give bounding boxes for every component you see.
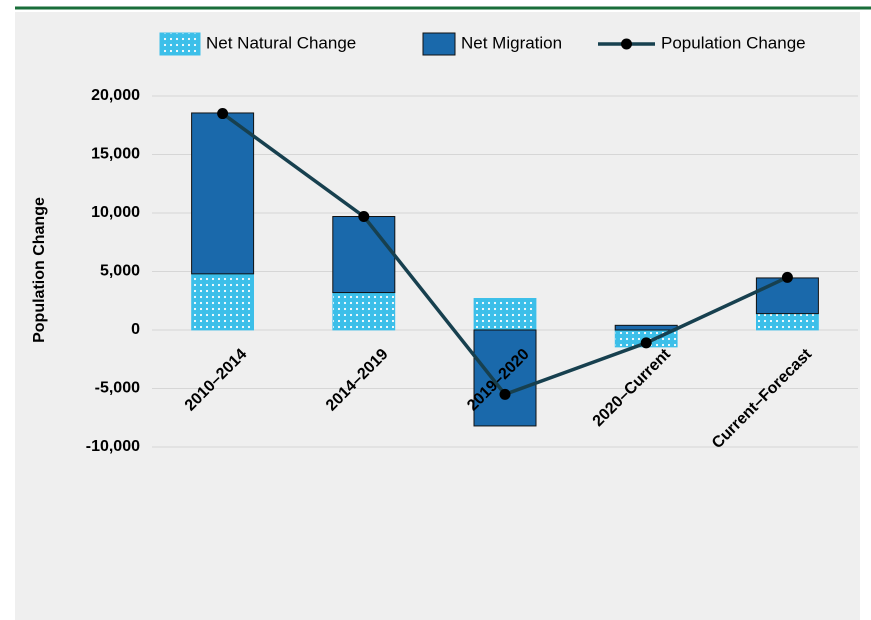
bar [614, 324, 678, 331]
y-tick-label: 10,000 [91, 204, 140, 221]
y-tick-label: 5,000 [100, 263, 140, 280]
bar [756, 313, 819, 331]
y-axis-label: Population Change [31, 197, 48, 343]
legend-label: Population Change [661, 33, 806, 52]
legend-swatch [422, 32, 456, 56]
chart-panel [15, 12, 860, 620]
y-tick-label: 0 [131, 321, 140, 338]
line-marker [640, 337, 652, 349]
bar [191, 112, 255, 275]
bar [473, 329, 537, 427]
line-marker [499, 388, 511, 400]
legend-swatch [159, 32, 201, 56]
bar [332, 292, 396, 331]
bar [755, 277, 819, 315]
y-tick-label: -5,000 [95, 380, 140, 397]
bar [332, 216, 396, 294]
y-tick-label: 15,000 [91, 146, 140, 163]
line-marker [217, 108, 229, 120]
legend-label: Net Migration [461, 33, 562, 52]
line-marker [358, 211, 370, 223]
legend-label: Net Natural Change [206, 33, 356, 52]
bar [191, 273, 255, 331]
y-tick-label: -10,000 [86, 438, 140, 455]
line-marker [781, 271, 793, 283]
bar [473, 298, 537, 331]
y-tick-label: 20,000 [91, 87, 140, 104]
legend-swatch [621, 38, 632, 50]
